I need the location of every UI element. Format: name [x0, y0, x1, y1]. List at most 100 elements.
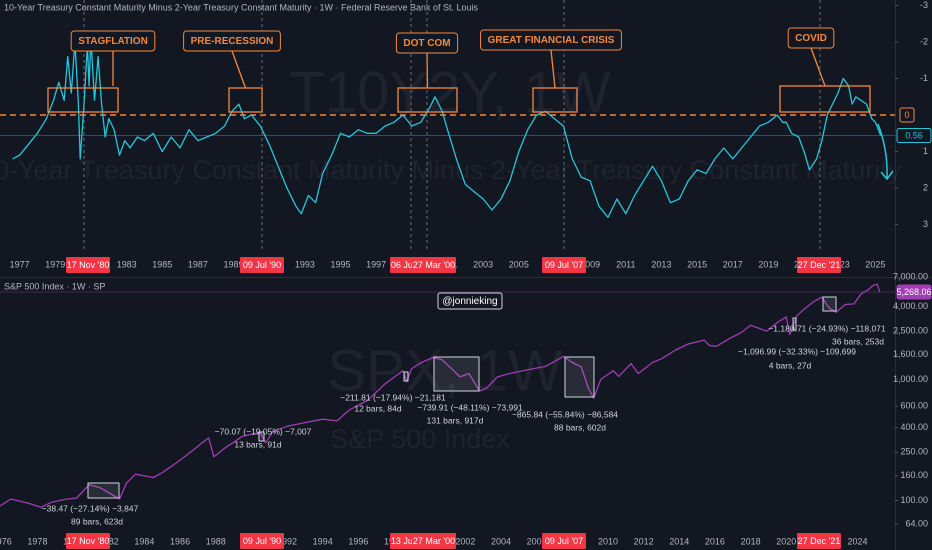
- x-tick-label: 2013: [651, 259, 671, 269]
- trend-arrow: [877, 123, 894, 181]
- measurement-label: −865.84 (−55.84%) −86,584: [512, 409, 618, 419]
- x-tick-label: 1984: [134, 536, 154, 546]
- x-tick-label: 2025: [865, 259, 885, 269]
- y-tick-label: 600.00: [900, 401, 928, 411]
- annotation: COVID: [795, 33, 827, 44]
- reference-label-box: [899, 107, 915, 123]
- x-tick-label: 1976: [0, 536, 12, 546]
- x-tick-label: 1994: [313, 536, 333, 546]
- y-tick-label: 1,600.00: [893, 349, 928, 359]
- measurement-label: 36 bars, 253d: [832, 336, 884, 346]
- x-tick-label: 1989: [224, 259, 244, 269]
- annotation-box: [70, 30, 156, 52]
- x-tick-label: 2015: [687, 259, 707, 269]
- credit: @jonnieking: [442, 296, 497, 307]
- annotation-box: [480, 29, 622, 51]
- annotation-box: [787, 27, 835, 49]
- x-tick-label: 2017: [723, 259, 743, 269]
- measurement-label: 4 bars, 27d: [769, 360, 812, 370]
- x-tick-label: 2024: [848, 536, 868, 546]
- drawdown-box: [822, 296, 837, 312]
- drawdown-box: [433, 356, 480, 392]
- annotation-connector: [550, 49, 556, 89]
- last-value-box: [896, 127, 932, 143]
- x-tick-label: 1978: [27, 536, 47, 546]
- x-tick-label: 1995: [331, 259, 351, 269]
- measurement-label: −1,096.99 (−32.33%) −109,699: [738, 346, 856, 356]
- date-marker-box: [542, 257, 586, 273]
- measurement-label: 12 bars, 84d: [354, 403, 402, 413]
- date-marker: 17 Nov '80: [67, 260, 110, 270]
- measurement-label: −211.81 (−17.94%) −21,181: [340, 392, 446, 402]
- drawdown-box: [564, 356, 595, 398]
- y-tick-label: 3: [923, 219, 928, 229]
- y-tick-label: 1: [923, 146, 928, 156]
- x-tick-label: 1986: [170, 536, 190, 546]
- y-tick-label: 7,000.00: [893, 271, 928, 281]
- y-tick-label: 64.00: [905, 518, 928, 528]
- x-tick-label: 1977: [10, 259, 30, 269]
- last-value-label: 5,268.06: [896, 287, 931, 297]
- x-tick-label: 1993: [295, 259, 315, 269]
- annotation-box: [183, 30, 281, 52]
- y-tick-label: 400.00: [900, 422, 928, 432]
- date-marker-box: [542, 533, 586, 549]
- annotation-connector: [426, 52, 429, 89]
- date-marker-box: [412, 533, 456, 549]
- x-tick-label: 1979: [45, 259, 65, 269]
- drawdown-box: [792, 317, 797, 331]
- x-tick-label: 1997: [366, 259, 386, 269]
- measurement-label: −1,180.71 (−24.93%) −118,071: [768, 323, 886, 333]
- date-marker: 09 Jul '90: [243, 260, 281, 270]
- y-tick-label: -3: [920, 0, 928, 10]
- date-marker-box: [66, 257, 110, 273]
- y-tick-label: -1: [920, 73, 928, 83]
- drawdown-box: [258, 431, 265, 442]
- y-tick-label: -2: [920, 36, 928, 46]
- measurement-label: 88 bars, 602d: [554, 422, 606, 432]
- x-tick-label: 2005: [509, 259, 529, 269]
- x-tick-label: 2012: [634, 536, 654, 546]
- date-marker: 13 Jul ': [391, 536, 420, 546]
- date-marker: 27 Dec '21: [798, 260, 841, 270]
- x-tick-label: 1987: [188, 259, 208, 269]
- annotation-connector: [810, 47, 826, 87]
- annotation: DOT COM: [403, 38, 450, 49]
- credit-box: [437, 292, 503, 310]
- measurement-label: 89 bars, 623d: [71, 516, 123, 526]
- x-tick-label: 2004: [491, 536, 511, 546]
- highlight-box: [47, 87, 119, 113]
- drawdown-box: [87, 482, 120, 499]
- chart-title: S&P 500 Index · 1W · SP: [4, 281, 105, 291]
- y-tick-label: 2,500.00: [893, 326, 928, 336]
- x-tick-label: 2016: [705, 536, 725, 546]
- y-tick-label: 160.00: [900, 470, 928, 480]
- x-tick-label: 1985: [152, 259, 172, 269]
- x-tick-label: 2010: [598, 536, 618, 546]
- x-tick-label: 2002: [455, 536, 475, 546]
- watermark-subtitle: S&P 500 Index: [330, 424, 510, 454]
- date-marker-box: [66, 533, 110, 549]
- x-tick-label: 1996: [348, 536, 368, 546]
- measurement-label: 131 bars, 917d: [427, 415, 484, 425]
- y-tick-label: 100.00: [900, 495, 928, 505]
- date-marker: 27 Dec '21: [798, 536, 841, 546]
- measurement-label: −739.91 (−48.11%) −73,991: [417, 402, 523, 412]
- watermark-subtitle: 10-Year Treasury Constant Maturity Minus…: [0, 155, 902, 185]
- date-marker: 09 Jul '07: [545, 536, 583, 546]
- x-tick-label: 1992: [277, 536, 297, 546]
- date-marker: 27 Mar '00: [413, 260, 455, 270]
- x-tick-label: 2019: [758, 259, 778, 269]
- y-tick-label: 250.00: [900, 447, 928, 457]
- x-tick-label: 2020: [776, 536, 796, 546]
- measurement-label: −38.47 (−27.14%) −3,847: [42, 503, 139, 513]
- reference-label: 0: [904, 110, 909, 120]
- x-tick-label: 2011: [616, 259, 635, 269]
- x-tick-label: 2014: [669, 536, 689, 546]
- series-line: [12, 37, 882, 218]
- y-tick-label: 1,000.00: [893, 374, 928, 384]
- drawdown-box: [403, 371, 409, 382]
- date-marker: 06 Jul ': [391, 260, 420, 270]
- last-value-label: 0.56: [905, 130, 923, 140]
